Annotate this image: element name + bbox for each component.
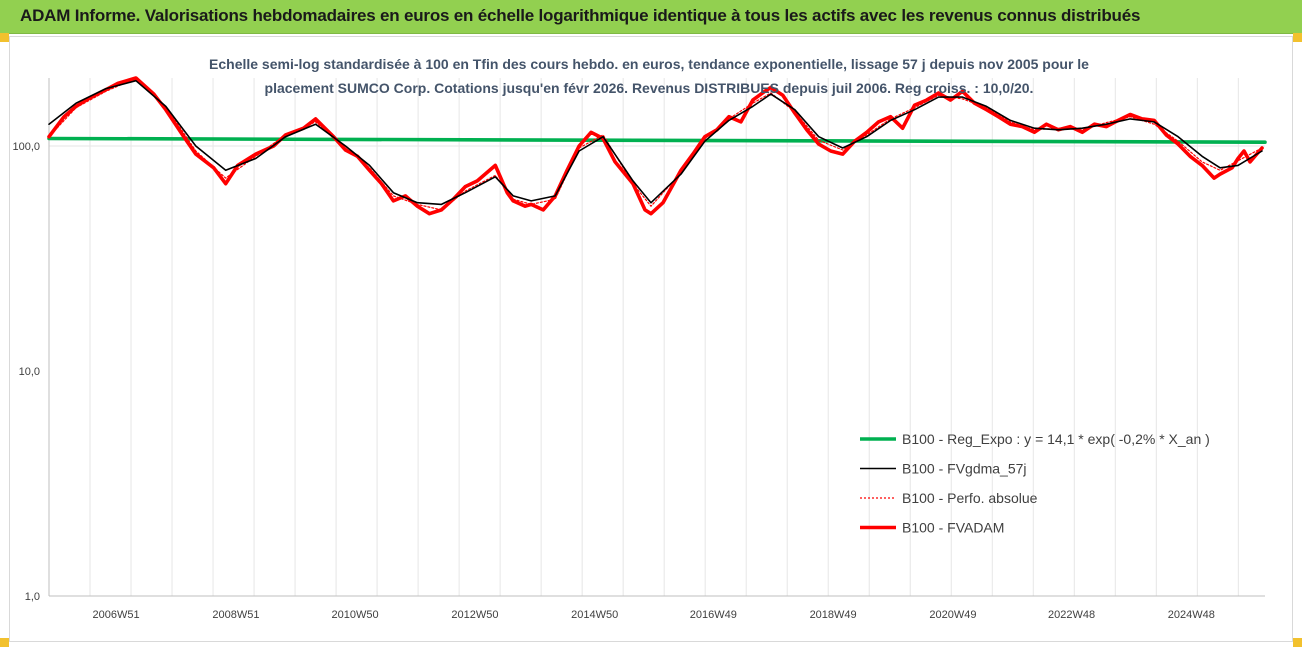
legend: B100 - Reg_Expo : y = 14,1 * exp( -0,2% … [860, 431, 1210, 536]
y-tick-label: 1,0 [25, 591, 40, 603]
legend-label: B100 - Reg_Expo : y = 14,1 * exp( -0,2% … [902, 431, 1210, 447]
chart-subtitle-line-2: placement SUMCO Corp. Cotations jusqu'en… [265, 80, 1034, 96]
x-tick-label: 2008W51 [212, 609, 259, 621]
x-tick-label: 2012W50 [451, 609, 498, 621]
chart-area [9, 36, 1293, 642]
legend-label: B100 - FVgdma_57j [902, 461, 1027, 477]
x-tick-label: 2024W48 [1168, 609, 1215, 621]
grid-layer [49, 78, 1265, 596]
corner-marker [1293, 33, 1302, 42]
series-line-2 [48, 77, 1263, 211]
x-tick-label: 2018W49 [810, 609, 857, 621]
chart-title: ADAM Informe. Valorisations hebdomadaire… [20, 6, 1141, 25]
x-tick-label: 2022W48 [1048, 609, 1095, 621]
y-tick-label: 100,0 [12, 141, 40, 153]
x-tick-label: 2020W49 [929, 609, 976, 621]
chart-subtitle-line-1: Echelle semi-log standardisée à 100 en T… [209, 56, 1089, 72]
legend-label: B100 - FVADAM [902, 520, 1004, 536]
series-layer [47, 76, 1267, 216]
legend-label: B100 - Perfo. absolue [902, 490, 1038, 506]
x-tick-label: 2006W51 [93, 609, 140, 621]
x-tick-labels: 2006W51 2008W51 2010W50 2012W50 2014W50 2016W… [93, 609, 1215, 621]
corner-marker [1293, 638, 1302, 647]
title-bar: ADAM Informe. Valorisations hebdomadaire… [0, 0, 1302, 34]
corner-marker [0, 638, 9, 647]
x-tick-label: 2014W50 [571, 609, 618, 621]
x-tick-label: 2010W50 [332, 609, 379, 621]
corner-marker [0, 33, 9, 42]
series-line-1 [48, 79, 1263, 206]
series-line-0 [47, 136, 1267, 144]
y-tick-label: 10,0 [19, 366, 40, 378]
y-tick-labels: 100,0 10,0 1,0 [12, 141, 40, 603]
x-tick-label: 2016W49 [690, 609, 737, 621]
